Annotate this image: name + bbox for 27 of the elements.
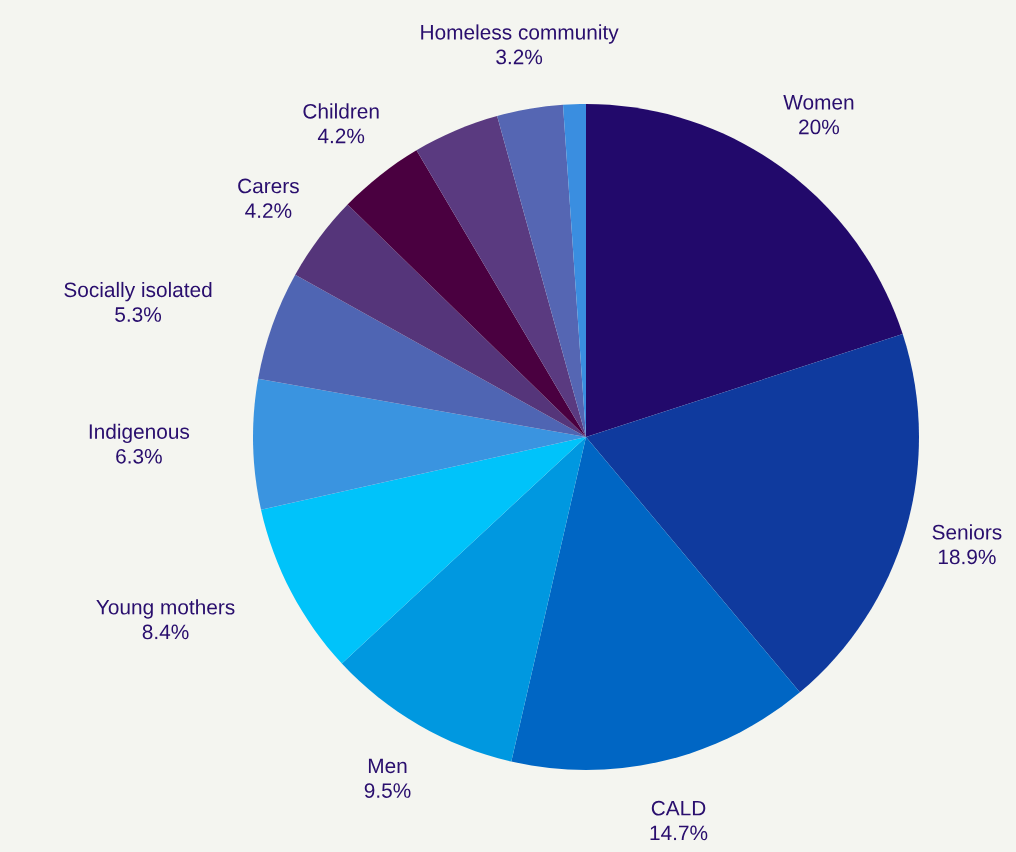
data-label: 5.3%: [115, 307, 162, 322]
pie-slice: [497, 104, 586, 437]
data-label: 4.2%: [317, 128, 365, 144]
data-label: 8.4%: [142, 624, 189, 640]
data-label: 4.2%: [245, 203, 292, 218]
slice-label: Children: [303, 103, 379, 119]
slice-label: CALD: [651, 800, 706, 816]
pie-slice: [261, 437, 586, 664]
pie-slice: [253, 378, 586, 510]
slice-label: Socially isolated: [64, 281, 212, 302]
data-label: 18.9%: [938, 549, 996, 565]
slice-label: Women: [783, 95, 854, 110]
slice-label: Men: [368, 758, 407, 774]
slice-label: Carers: [238, 178, 299, 194]
data-label: 9.5%: [364, 783, 411, 798]
slice-label: Homeless community: [421, 24, 619, 44]
slice-label: Young mothers: [96, 599, 235, 619]
pie-slice: [347, 150, 586, 437]
pie-slice: [586, 334, 919, 693]
data-label: 14.7%: [650, 825, 708, 841]
slice-label: Seniors: [932, 524, 1002, 540]
data-label: 20%: [799, 119, 840, 135]
pie-slice: [511, 437, 800, 770]
slice-label: Indigenous: [89, 423, 190, 444]
data-label: 3.2%: [496, 49, 543, 65]
data-label: 6.3%: [116, 448, 162, 464]
pie-slice: [258, 274, 586, 437]
